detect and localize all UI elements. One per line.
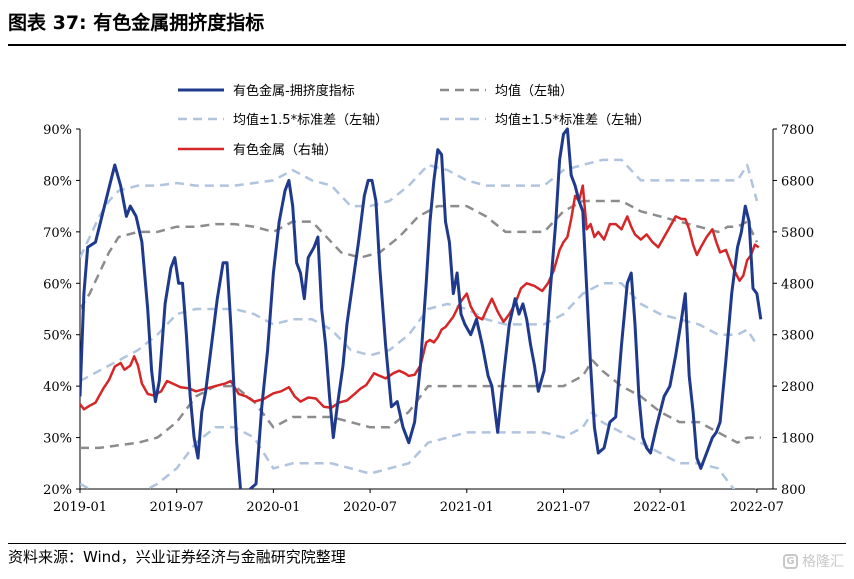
series-line bbox=[80, 359, 761, 450]
watermark-text: 格隆汇 bbox=[802, 554, 844, 570]
source-note: 资料来源：Wind，兴业证券经济与金融研究院整理 bbox=[8, 548, 346, 566]
x-tick-label: 2020-01 bbox=[246, 500, 300, 515]
chart-title: 图表 37: 有色金属拥挤度指标 bbox=[8, 12, 265, 34]
right-tick-label: 800 bbox=[781, 483, 806, 498]
left-tick-label: 80% bbox=[43, 174, 72, 189]
series-line bbox=[80, 158, 759, 259]
right-tick-label: 1800 bbox=[781, 432, 814, 447]
right-tick-label: 6800 bbox=[781, 174, 814, 189]
right-tick-label: 4800 bbox=[781, 277, 814, 292]
left-tick-label: 40% bbox=[43, 380, 72, 395]
left-tick-label: 60% bbox=[43, 277, 72, 292]
title-divider bbox=[8, 44, 846, 46]
x-tick-label: 2021-07 bbox=[536, 500, 590, 515]
legend-label: 均值±1.5*标准差（左轴） bbox=[233, 112, 388, 128]
series-line bbox=[80, 282, 758, 383]
right-tick-label: 7800 bbox=[781, 123, 814, 138]
x-tick-label: 2022-01 bbox=[633, 500, 687, 515]
left-tick-label: 30% bbox=[43, 432, 72, 447]
legend-label: 均值±1.5*标准差（左轴） bbox=[495, 112, 650, 128]
series-line bbox=[80, 410, 757, 489]
x-tick-label: 2019-07 bbox=[150, 500, 204, 515]
x-tick-label: 2021-01 bbox=[440, 500, 494, 515]
legend-label: 有色金属（右轴） bbox=[233, 142, 337, 158]
watermark-icon: G bbox=[783, 553, 798, 569]
left-tick-label: 20% bbox=[43, 483, 72, 498]
left-tick-label: 90% bbox=[43, 123, 72, 138]
right-tick-label: 5800 bbox=[781, 226, 814, 241]
watermark-logo: G 格隆汇 bbox=[783, 551, 844, 571]
x-tick-label: 2022-07 bbox=[730, 500, 784, 515]
left-tick-label: 50% bbox=[43, 329, 72, 344]
source-divider bbox=[8, 543, 846, 544]
right-tick-label: 2800 bbox=[781, 380, 814, 395]
right-tick-label: 3800 bbox=[781, 329, 814, 344]
x-tick-label: 2019-01 bbox=[53, 500, 107, 515]
legend-label: 均值（左轴） bbox=[495, 83, 573, 99]
legend-label: 有色金属-拥挤度指标 bbox=[233, 83, 355, 99]
series-line bbox=[80, 127, 763, 489]
left-tick-label: 70% bbox=[43, 226, 72, 241]
series-line bbox=[80, 199, 759, 310]
x-tick-label: 2020-07 bbox=[343, 500, 397, 515]
